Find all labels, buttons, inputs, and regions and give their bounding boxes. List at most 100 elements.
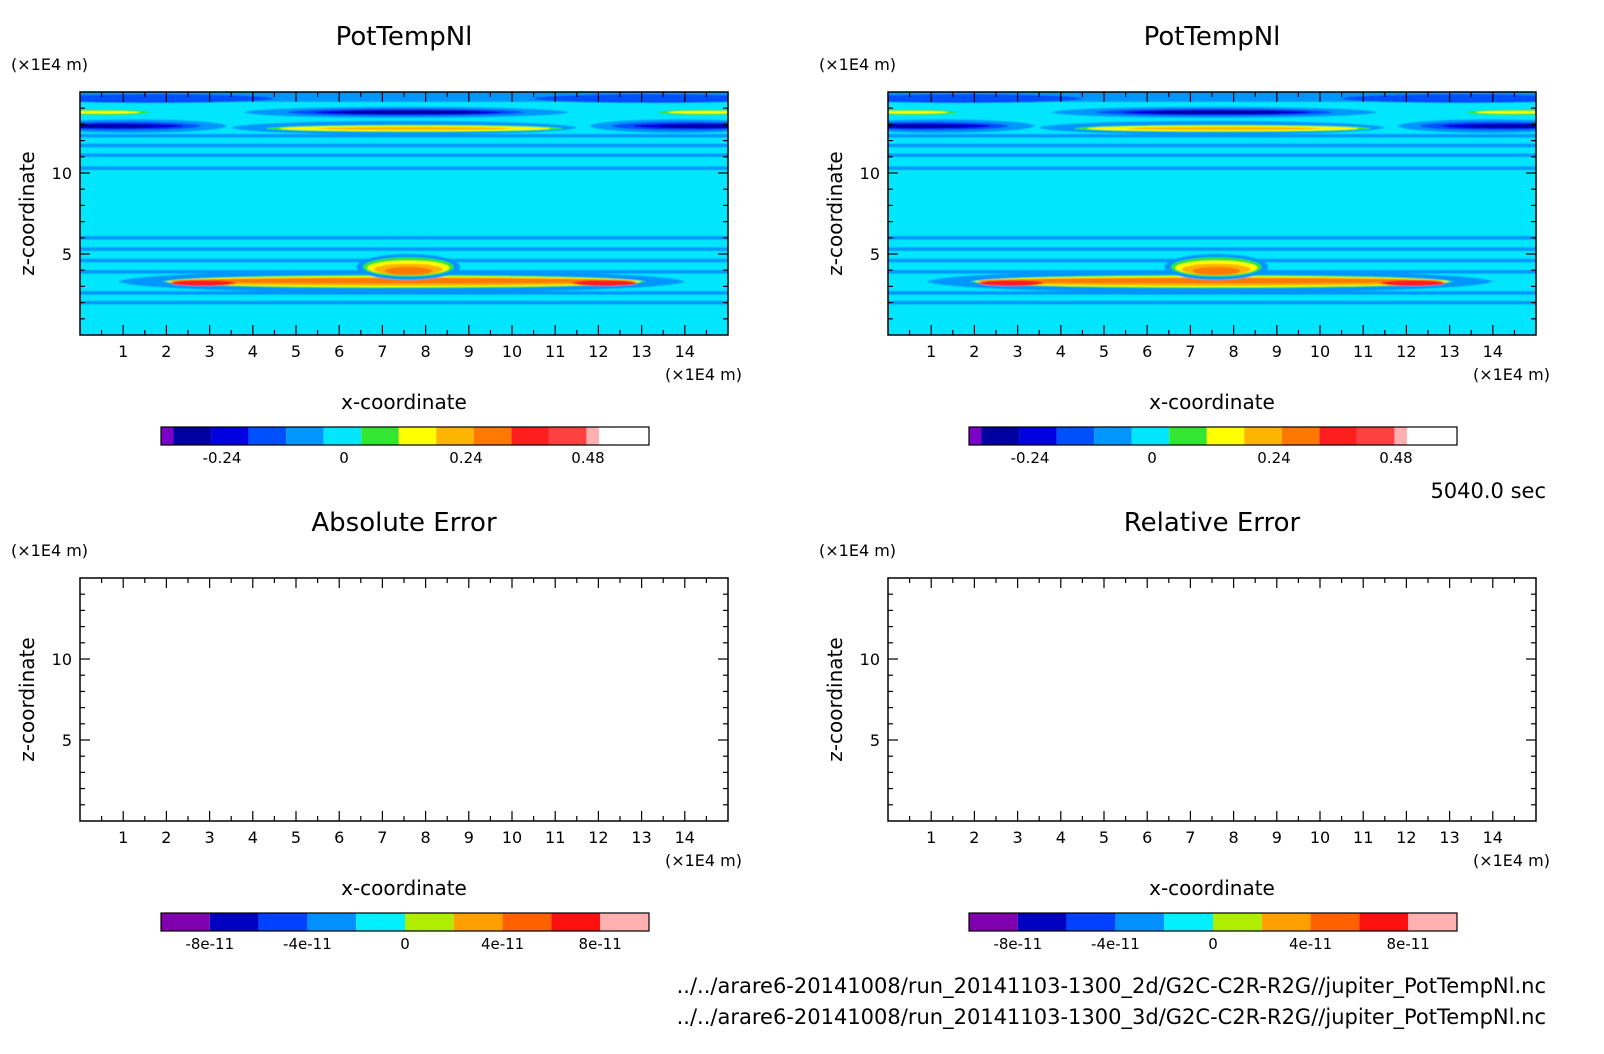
x-tick-label: 7 <box>377 828 387 847</box>
x-tick-label: 6 <box>334 342 344 361</box>
y-tick-label: 10 <box>860 164 880 183</box>
colorbar-swatch <box>307 913 357 931</box>
colorbar-swatch <box>1281 427 1320 445</box>
colorbar-swatch <box>286 427 324 445</box>
x-tick-label: 14 <box>675 342 695 361</box>
x-tick-label: 12 <box>1396 828 1416 847</box>
x-axis-title: x-coordinate <box>1149 876 1275 900</box>
x-tick-label: 10 <box>502 342 522 361</box>
colorbar-swatch <box>211 427 249 445</box>
ticks <box>80 92 728 335</box>
y-unit-label: (×1E4 m) <box>11 541 88 560</box>
x-tick-label: 11 <box>545 342 565 361</box>
x-tick-label: 6 <box>1142 828 1152 847</box>
colorbar-tick-label: -4e-11 <box>283 935 332 953</box>
x-tick-label: 3 <box>205 828 215 847</box>
x-tick-label: 13 <box>1439 828 1459 847</box>
colorbar-swatch <box>511 427 549 445</box>
x-tick-label: 9 <box>464 828 474 847</box>
colorbar-tick-label: 0.48 <box>1379 449 1412 467</box>
y-tick-label: 5 <box>870 731 880 750</box>
x-tick-label: 1 <box>926 342 936 361</box>
y-axis-title: z-coordinate <box>15 637 39 761</box>
colorbar-swatch <box>1213 913 1262 931</box>
colorbar-tick-label: 0 <box>400 935 410 953</box>
x-axis-title: x-coordinate <box>341 390 467 414</box>
colorbar-swatch <box>258 913 308 931</box>
colorbar-swatch <box>586 427 599 445</box>
x-tick-label: 3 <box>1013 342 1023 361</box>
colorbar-swatch <box>248 427 287 445</box>
x-tick-label: 4 <box>1056 828 1066 847</box>
x-unit-label: (×1E4 m) <box>665 365 742 384</box>
x-tick-label: 12 <box>588 828 608 847</box>
x-tick-label: 3 <box>1013 828 1023 847</box>
colorbar-tick-label: 8e-11 <box>579 935 622 953</box>
y-unit-label: (×1E4 m) <box>819 541 896 560</box>
x-tick-label: 10 <box>502 828 522 847</box>
colorbar-frame <box>160 426 650 446</box>
file-path-1: ../../arare6-20141008/run_20141103-1300_… <box>677 974 1546 999</box>
colorbar-swatch <box>1356 427 1395 445</box>
ticks <box>888 92 1536 335</box>
x-tick-label: 12 <box>1396 342 1416 361</box>
colorbar-swatch <box>1164 913 1213 931</box>
colorbar: -8e-11 -4e-11 0 4e-11 8e-11 <box>968 912 1458 953</box>
ticks <box>888 578 1536 821</box>
ticks <box>80 578 728 821</box>
x-tick-label: 11 <box>1353 828 1373 847</box>
colorbar-swatch <box>1094 427 1132 445</box>
x-tick-label: 14 <box>675 828 695 847</box>
x-tick-label: 2 <box>969 828 979 847</box>
panel-title: Relative Error <box>1124 508 1301 538</box>
colorbar-swatch <box>405 913 454 931</box>
y-axis-title: z-coordinate <box>823 151 847 275</box>
x-tick-label: 8 <box>1229 828 1239 847</box>
panel-title: PotTempNl <box>336 22 473 52</box>
x-tick-label: 8 <box>421 342 431 361</box>
y-tick-label: 10 <box>52 650 72 669</box>
x-tick-label: 2 <box>161 342 171 361</box>
colorbar-swatch <box>173 427 212 445</box>
colorbar-swatch <box>1019 427 1057 445</box>
x-tick-label: 10 <box>1310 828 1330 847</box>
colorbar-swatch <box>1115 913 1165 931</box>
y-axis-title: z-coordinate <box>823 637 847 761</box>
colorbar-swatch <box>969 913 1018 931</box>
plot-area <box>887 91 1537 336</box>
colorbar-tick-label: -4e-11 <box>1091 935 1140 953</box>
x-tick-label: 4 <box>1056 342 1066 361</box>
colorbar-swatch <box>161 427 174 445</box>
colorbar-swatch <box>436 427 474 445</box>
figure-meta: 5040.0 sec ../../arare6-20141008/run_201… <box>677 479 1546 1030</box>
plot-background <box>80 578 728 821</box>
colorbar-swatch <box>502 913 552 931</box>
x-tick-label: 11 <box>1353 342 1373 361</box>
y-tick-label: 10 <box>52 164 72 183</box>
x-tick-label: 7 <box>1185 828 1195 847</box>
x-tick-label: 2 <box>969 342 979 361</box>
x-tick-label: 13 <box>1439 342 1459 361</box>
colorbar: -0.24 0 0.24 0.48 <box>968 426 1458 467</box>
x-tick-label: 3 <box>205 342 215 361</box>
colorbar-tick-label: -0.24 <box>203 449 242 467</box>
y-unit-label: (×1E4 m) <box>11 55 88 74</box>
x-tick-label: 5 <box>1099 342 1109 361</box>
y-unit-label: (×1E4 m) <box>819 55 896 74</box>
colorbar-swatch <box>1310 913 1360 931</box>
x-tick-label: 9 <box>1272 342 1282 361</box>
colorbar-tick-label: 0.48 <box>571 449 604 467</box>
colorbar-tick-label: -0.24 <box>1011 449 1050 467</box>
x-tick-label: 7 <box>1185 342 1195 361</box>
colorbar-swatch <box>1244 427 1282 445</box>
x-tick-label: 4 <box>248 342 258 361</box>
colorbar-swatch <box>1066 913 1116 931</box>
y-tick-label: 10 <box>860 650 880 669</box>
x-tick-label: 1 <box>926 828 936 847</box>
colorbar-swatch <box>551 913 601 931</box>
colorbar-swatch <box>209 913 259 931</box>
